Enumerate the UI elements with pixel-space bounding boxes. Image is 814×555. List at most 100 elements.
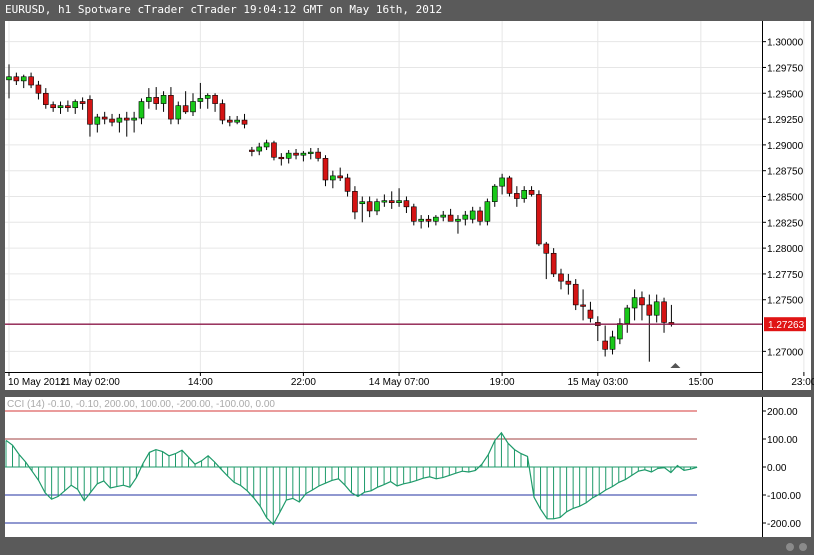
candle-body-bear bbox=[352, 191, 358, 213]
candle-body-bear bbox=[13, 76, 20, 82]
candle bbox=[263, 139, 270, 151]
scroll-right-button[interactable] bbox=[799, 543, 807, 551]
candle-body-bull bbox=[160, 95, 167, 104]
candle bbox=[550, 248, 557, 278]
candle bbox=[536, 190, 542, 247]
candle-body-bear bbox=[425, 218, 432, 222]
candle bbox=[204, 93, 211, 109]
candle bbox=[131, 111, 137, 133]
candle-body-bear bbox=[344, 177, 351, 192]
cci-levels bbox=[5, 410, 697, 524]
cci-series-line bbox=[5, 431, 698, 526]
candle bbox=[315, 147, 321, 162]
candle bbox=[462, 210, 469, 226]
candle-body-bull bbox=[146, 97, 152, 102]
candle-body-bear bbox=[661, 301, 667, 323]
last-bar-marker bbox=[670, 363, 681, 368]
candle bbox=[359, 196, 366, 223]
title-bar: EURUSD, h1 Spotware cTrader cTrader 19:0… bbox=[0, 0, 814, 20]
time-axis-label: 15 May 03:00 bbox=[567, 377, 628, 388]
candle bbox=[300, 151, 307, 162]
candle-body-bull bbox=[138, 101, 145, 119]
candle bbox=[440, 210, 447, 222]
candle-body-bear bbox=[28, 76, 34, 86]
candle bbox=[168, 87, 174, 125]
candle-body-bear bbox=[366, 201, 373, 212]
candle-body-bear bbox=[153, 97, 159, 104]
price-axis-label: 1.27500 bbox=[767, 296, 804, 307]
candle-body-bull bbox=[256, 146, 263, 152]
candle bbox=[6, 64, 12, 99]
candle bbox=[661, 297, 667, 333]
candle-body-bull bbox=[484, 201, 491, 222]
candle-body-bear bbox=[101, 116, 108, 120]
candle bbox=[609, 330, 616, 355]
candle-body-bear bbox=[528, 190, 535, 195]
candle-body-bull bbox=[131, 117, 137, 121]
candle bbox=[447, 208, 454, 222]
candle bbox=[521, 186, 528, 203]
candle-body-bear bbox=[388, 200, 395, 203]
current-price-label: 1.27263 bbox=[768, 320, 805, 331]
price-axis-label: 1.27000 bbox=[767, 347, 804, 358]
candle-body-bull bbox=[631, 297, 638, 309]
candle bbox=[79, 97, 86, 110]
price-axis-label: 1.30000 bbox=[767, 38, 804, 49]
candle-body-bear bbox=[42, 92, 49, 105]
candle-body-bear bbox=[249, 149, 255, 152]
candle bbox=[366, 196, 373, 218]
price-axis-label: 1.29000 bbox=[767, 141, 804, 152]
candle bbox=[293, 149, 299, 160]
price-axis-label: 1.29500 bbox=[767, 89, 804, 100]
candle bbox=[425, 215, 432, 228]
current-price-tag bbox=[764, 317, 806, 332]
candle-body-bull bbox=[234, 119, 240, 123]
candle bbox=[410, 203, 417, 226]
candle bbox=[42, 88, 49, 109]
candle bbox=[543, 241, 550, 280]
candle bbox=[403, 196, 410, 214]
candle bbox=[499, 173, 505, 195]
candle-body-bull bbox=[20, 76, 27, 82]
candle-body-bear bbox=[646, 304, 653, 316]
price-axis-label: 1.27750 bbox=[767, 270, 804, 281]
candle-body-bear bbox=[565, 280, 572, 285]
candle-body-bear bbox=[87, 99, 93, 125]
candle-body-bull bbox=[440, 214, 447, 218]
candle bbox=[558, 268, 564, 290]
candle bbox=[153, 87, 159, 110]
candle bbox=[455, 215, 461, 234]
candle bbox=[197, 82, 204, 109]
price-axis-label: 1.28750 bbox=[767, 167, 804, 178]
candle-body-bear bbox=[322, 158, 329, 181]
time-axis-label: 19:00 bbox=[490, 377, 515, 388]
candle-body-bear bbox=[602, 340, 608, 350]
time-axis-label: 10 May 2012 bbox=[8, 377, 66, 388]
candle bbox=[433, 215, 439, 226]
time-axis-area bbox=[5, 372, 762, 390]
candle bbox=[580, 289, 586, 321]
candle bbox=[101, 111, 108, 125]
candle bbox=[322, 155, 329, 187]
candle-body-bull bbox=[381, 200, 388, 203]
candle-body-bear bbox=[35, 84, 42, 94]
candle-body-bull bbox=[204, 95, 211, 99]
candle bbox=[271, 140, 277, 161]
candle bbox=[646, 294, 653, 362]
candle bbox=[138, 98, 145, 125]
candle bbox=[639, 291, 645, 321]
candle bbox=[72, 99, 79, 114]
candle-body-bull bbox=[491, 185, 498, 202]
candle bbox=[278, 153, 285, 166]
candle-body-bull bbox=[418, 218, 424, 222]
candle-body-bear bbox=[639, 297, 645, 306]
candle-body-bull bbox=[374, 201, 380, 212]
time-axis-label: 23:00 bbox=[791, 377, 814, 388]
scroll-left-button[interactable] bbox=[786, 543, 794, 551]
candle-body-bull bbox=[653, 301, 660, 316]
candle-body-bull bbox=[285, 152, 292, 159]
cci-axis-label: -200.00 bbox=[767, 519, 801, 530]
candle bbox=[565, 273, 572, 295]
